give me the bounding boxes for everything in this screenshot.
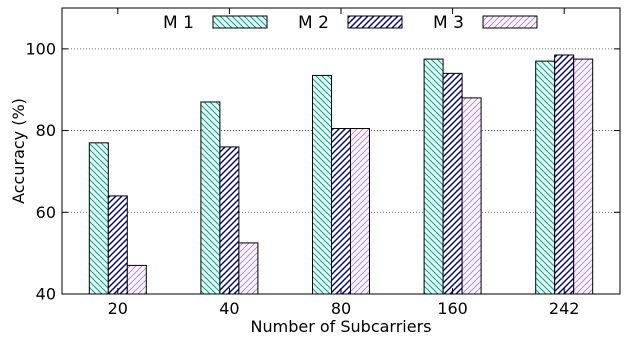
x-axis-ticks: 20 40 80 160 242 bbox=[108, 8, 580, 318]
bar-m1-20 bbox=[88, 142, 109, 295]
bar-m2-80 bbox=[331, 128, 351, 295]
bar-m3-160 bbox=[461, 97, 482, 295]
x-tick-label: 20 bbox=[108, 299, 128, 318]
bar-m1-160 bbox=[423, 58, 444, 295]
x-tick-label: 160 bbox=[437, 299, 468, 318]
legend-swatch-1 bbox=[212, 15, 268, 29]
y-tick-label: 40 bbox=[36, 285, 56, 304]
x-tick-label: 80 bbox=[331, 299, 351, 318]
legend: M 1 M 2 M 3 bbox=[163, 13, 538, 33]
legend-label-1: M 1 bbox=[163, 13, 194, 33]
x-axis-title: Number of Subcarriers bbox=[251, 317, 432, 336]
bar-m2-160 bbox=[442, 72, 463, 295]
legend-swatch-2 bbox=[347, 15, 403, 29]
y-tick-label: 60 bbox=[36, 203, 56, 222]
bar-m3-40 bbox=[238, 242, 259, 295]
x-tick-label: 40 bbox=[219, 299, 239, 318]
legend-swatch-3 bbox=[482, 15, 538, 29]
bars bbox=[88, 54, 594, 295]
bar-m3-80 bbox=[350, 128, 370, 295]
bar-m2-40 bbox=[219, 146, 240, 295]
legend-label-3: M 3 bbox=[433, 13, 464, 33]
bar-m3-242 bbox=[573, 58, 594, 295]
y-tick-label: 80 bbox=[36, 121, 56, 140]
bar-m2-242 bbox=[554, 54, 575, 295]
bar-m1-242 bbox=[535, 60, 556, 295]
bar-m1-40 bbox=[200, 101, 221, 295]
legend-label-2: M 2 bbox=[298, 13, 329, 33]
y-axis-title: Accuracy (%) bbox=[9, 98, 28, 204]
bar-m2-20 bbox=[107, 195, 128, 295]
x-tick-label: 242 bbox=[549, 299, 580, 318]
bar-m3-20 bbox=[126, 264, 147, 295]
y-tick-label: 100 bbox=[25, 39, 56, 58]
bar-m1-80 bbox=[312, 74, 332, 295]
y-axis-ticks: 40 60 80 100 bbox=[25, 39, 620, 304]
